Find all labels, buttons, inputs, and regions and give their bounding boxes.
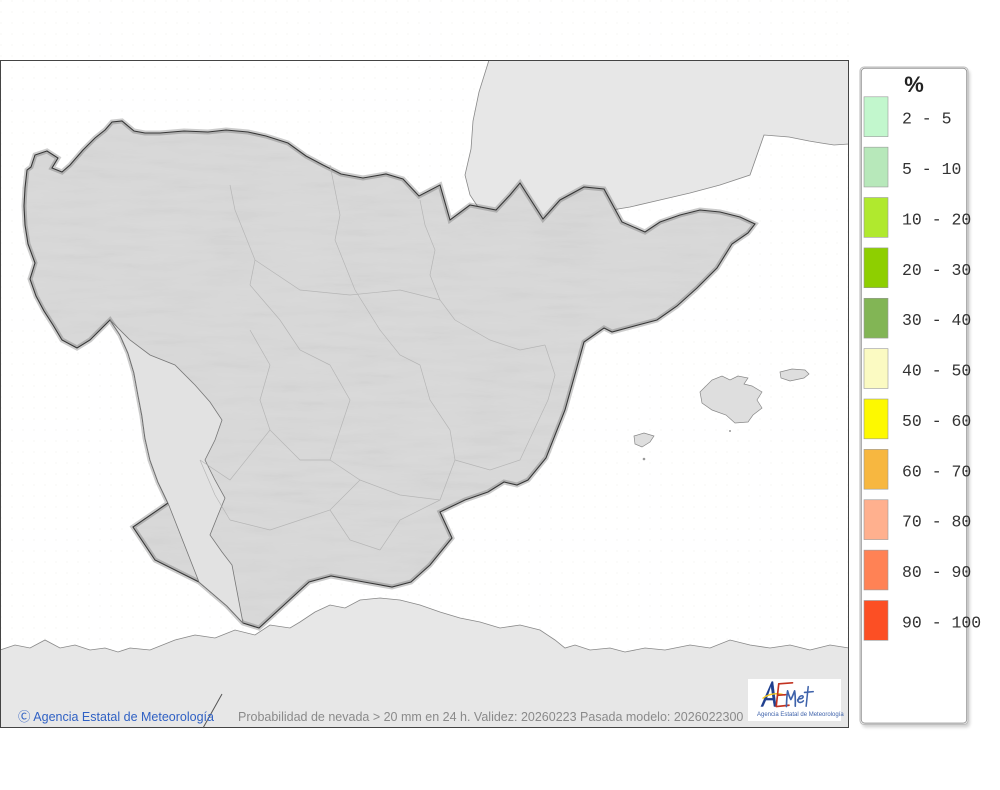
svg-text:20 - 30: 20 - 30 (902, 261, 971, 280)
svg-text:90 - 100: 90 - 100 (902, 613, 981, 632)
svg-text:50 - 60: 50 - 60 (902, 412, 971, 431)
svg-text:10 - 20: 10 - 20 (902, 210, 971, 229)
svg-text:40 - 50: 40 - 50 (902, 362, 971, 381)
svg-text:5 - 10: 5 - 10 (902, 160, 961, 179)
svg-text:%: % (904, 72, 924, 97)
svg-text:Agencia Estatal de Meteorologí: Agencia Estatal de Meteorología (757, 712, 844, 718)
svg-text:30 - 40: 30 - 40 (902, 311, 971, 330)
svg-text:Ⓒ Agencia Estatal de Meteorolo: Ⓒ Agencia Estatal de Meteorología (18, 710, 214, 724)
svg-text:60 - 70: 60 - 70 (902, 462, 971, 481)
svg-text:Probabilidad de nevada > 20 mm: Probabilidad de nevada > 20 mm en 24 h. … (238, 710, 743, 724)
svg-text:80 - 90: 80 - 90 (902, 563, 971, 582)
svg-text:70 - 80: 70 - 80 (902, 513, 971, 532)
svg-text:2 - 5: 2 - 5 (902, 110, 952, 129)
